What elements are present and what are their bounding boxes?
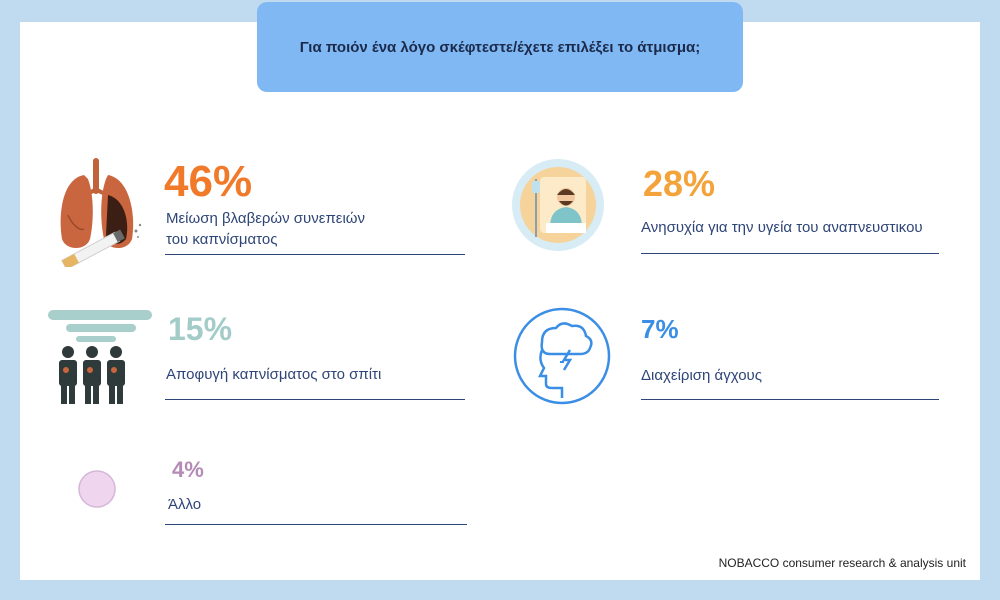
infographic-panel xyxy=(20,22,980,580)
value-7-percent: 7% xyxy=(641,314,679,344)
label-reduce-harm: Μείωση βλαβερών συνεπειών του καπνίσματο… xyxy=(166,208,466,250)
lungs-cigarette-icon xyxy=(60,158,142,267)
divider-line xyxy=(165,254,465,255)
other-circle-icon xyxy=(78,470,116,508)
value-46-percent: 46% xyxy=(164,157,253,206)
stressed-head-icon xyxy=(513,307,611,405)
value-4-percent: 4% xyxy=(172,457,204,482)
title-box: Για ποιόν ένα λόγο σκέφτεστε/έχετε επιλέ… xyxy=(257,2,743,92)
source-credit: NOBACCO consumer research & analysis uni… xyxy=(718,556,966,570)
value-28-percent: 28% xyxy=(643,163,716,204)
label-respiratory-concern: Ανησυχία για την υγεία του αναπνευστικου xyxy=(641,219,923,236)
divider-line xyxy=(641,253,939,254)
divider-line xyxy=(165,524,467,525)
chart-title: Για ποιόν ένα λόγο σκέφτεστε/έχετε επιλέ… xyxy=(299,38,701,56)
value-15-percent: 15% xyxy=(168,311,233,347)
label-stress-management: Διαχείριση άγχους xyxy=(641,367,762,384)
smoke-people-icon xyxy=(48,310,152,404)
divider-line xyxy=(165,399,465,400)
label-avoid-home-smoking: Αποφυγή καπνίσματος στο σπίτι xyxy=(166,366,382,383)
hospital-patient-icon xyxy=(512,159,604,251)
label-reduce-harm-line1: Μείωση βλαβερών συνεπειών xyxy=(166,210,366,227)
divider-line xyxy=(641,399,939,400)
label-reduce-harm-line2: του καπνίσματος xyxy=(166,231,278,248)
label-other: Άλλο xyxy=(168,496,202,513)
